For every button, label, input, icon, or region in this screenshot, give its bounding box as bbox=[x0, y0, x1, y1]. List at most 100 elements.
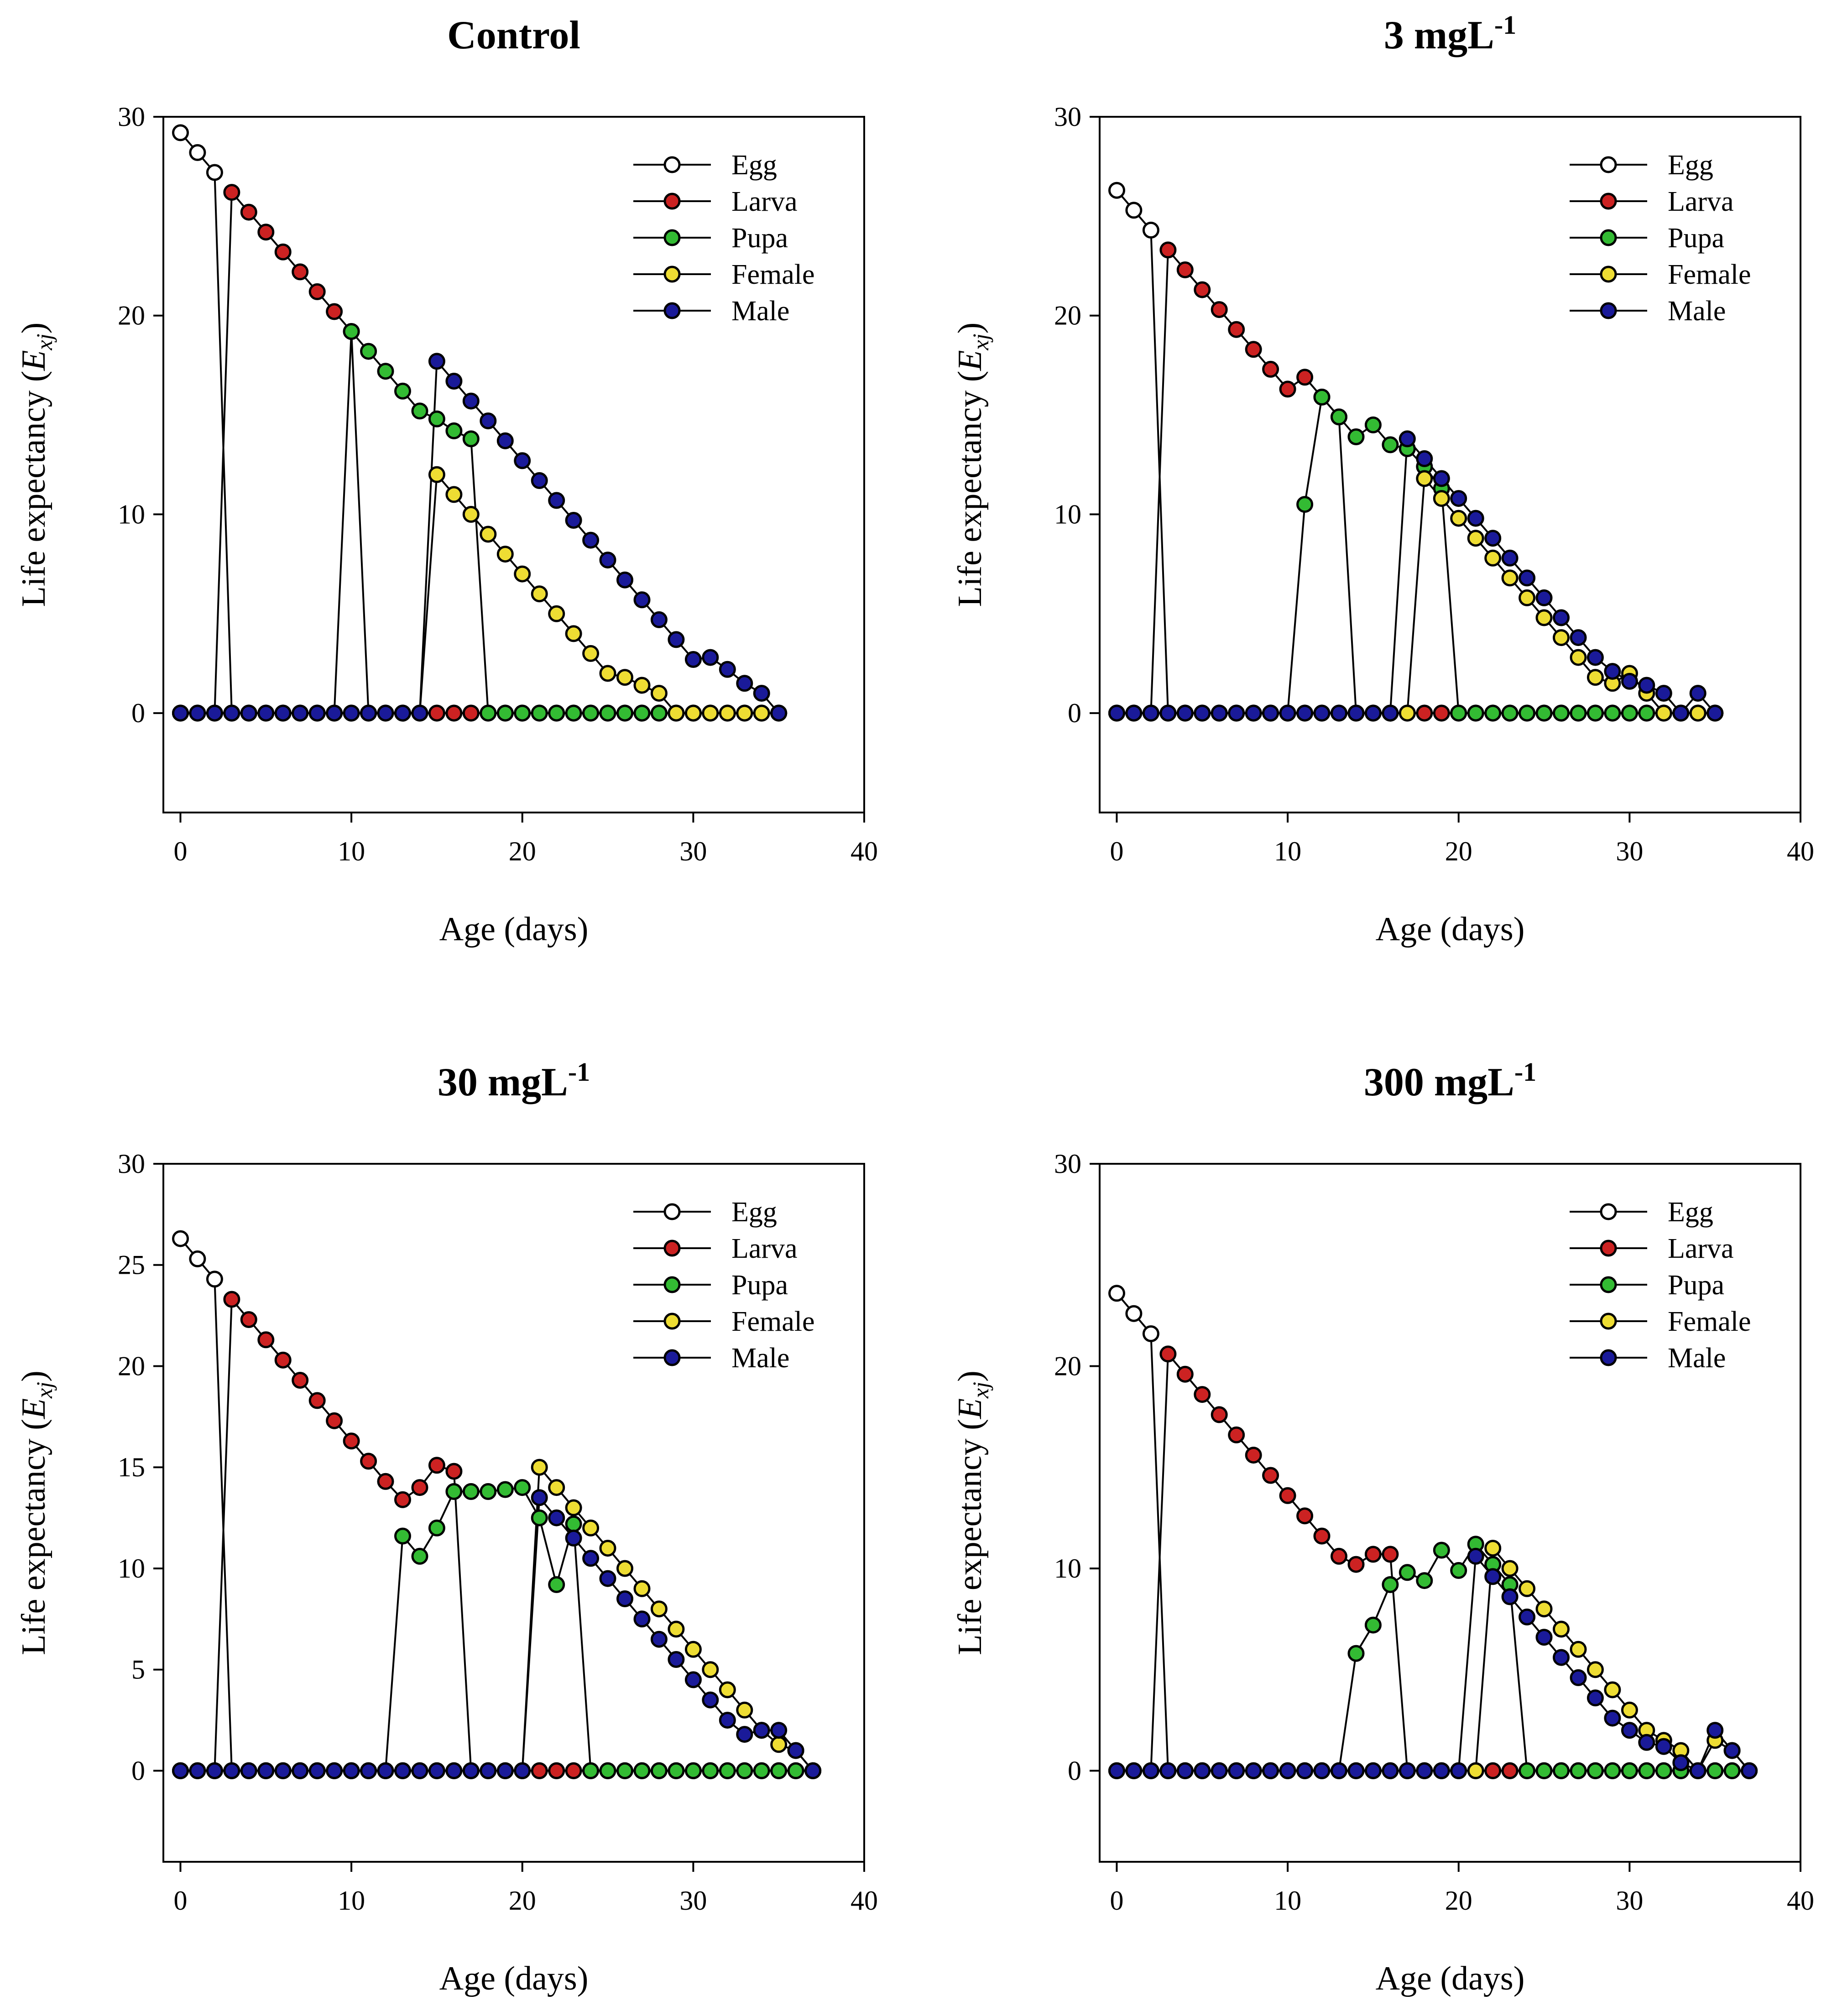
data-point-male bbox=[274, 1762, 292, 1779]
plot-frame bbox=[162, 116, 865, 813]
data-point-pupa bbox=[1519, 704, 1536, 722]
data-point-male bbox=[1279, 704, 1296, 722]
data-point-pupa bbox=[1553, 704, 1570, 722]
legend-item-egg: Egg bbox=[1570, 150, 1713, 181]
data-point-female bbox=[1586, 669, 1604, 686]
chart-title-text: 30 mgL bbox=[438, 1060, 568, 1104]
chart-title: Control bbox=[447, 13, 580, 57]
legend-label: Male bbox=[731, 1343, 789, 1374]
legend-item-pupa: Pupa bbox=[633, 223, 788, 254]
data-point-male bbox=[1672, 704, 1690, 722]
data-point-egg bbox=[1142, 221, 1159, 239]
data-point-male bbox=[633, 591, 651, 609]
legend-marker bbox=[1600, 1349, 1617, 1366]
data-point-female bbox=[582, 1519, 600, 1537]
data-point-female bbox=[719, 1681, 736, 1698]
series-line-egg bbox=[1116, 1292, 1749, 1772]
data-point-male bbox=[548, 1509, 565, 1526]
data-point-male bbox=[633, 1610, 651, 1628]
data-point-pupa bbox=[360, 343, 377, 360]
data-point-larva bbox=[1176, 261, 1194, 278]
y-axis-label: Life expectancy (Exj) bbox=[15, 323, 57, 607]
data-point-egg bbox=[1142, 1325, 1159, 1342]
data-point-larva bbox=[257, 224, 275, 241]
y-tick-label: 5 bbox=[131, 1655, 145, 1685]
data-point-female bbox=[445, 486, 463, 503]
data-point-male bbox=[377, 1762, 394, 1779]
legend-label: Larva bbox=[1668, 186, 1734, 217]
legend-label: Egg bbox=[1668, 1197, 1713, 1228]
data-point-pupa bbox=[1638, 704, 1655, 722]
series-line-pupa bbox=[180, 1486, 813, 1772]
data-point-female bbox=[1484, 1540, 1502, 1557]
data-point-male bbox=[1296, 704, 1314, 722]
data-point-pupa bbox=[1707, 1762, 1724, 1779]
data-point-male bbox=[565, 512, 582, 529]
legend: Egg Larva Pupa Female Male bbox=[633, 150, 815, 327]
data-point-pupa bbox=[565, 704, 582, 722]
data-point-pupa bbox=[650, 1762, 668, 1779]
data-point-larva bbox=[308, 283, 326, 300]
data-point-pupa bbox=[480, 1483, 497, 1500]
data-point-larva bbox=[1211, 301, 1228, 318]
chart-title-superscript: -1 bbox=[1494, 10, 1516, 40]
data-point-pupa bbox=[394, 1527, 411, 1545]
data-point-male bbox=[616, 1590, 633, 1607]
data-point-male bbox=[787, 1742, 804, 1759]
legend-marker bbox=[1600, 1276, 1617, 1293]
legend-item-larva: Larva bbox=[633, 1233, 798, 1264]
data-point-larva bbox=[1484, 1762, 1502, 1779]
data-point-male bbox=[684, 651, 702, 668]
data-point-male bbox=[753, 685, 770, 702]
data-point-female bbox=[548, 605, 565, 622]
data-point-pupa bbox=[1570, 704, 1587, 722]
legend-marker bbox=[1600, 1240, 1617, 1257]
data-point-larva bbox=[1159, 1345, 1177, 1363]
legend-item-male: Male bbox=[1570, 296, 1726, 327]
x-tick-label: 20 bbox=[1445, 836, 1472, 866]
data-point-female bbox=[616, 669, 633, 686]
legend-label: Pupa bbox=[731, 1270, 788, 1301]
data-point-pupa bbox=[753, 1762, 770, 1779]
data-point-male bbox=[1604, 1709, 1621, 1727]
data-point-pupa bbox=[599, 704, 616, 722]
data-point-male bbox=[411, 704, 428, 722]
data-point-female bbox=[480, 526, 497, 543]
legend-label: Larva bbox=[731, 1233, 798, 1264]
data-point-pupa bbox=[1382, 1576, 1399, 1593]
data-point-larva bbox=[240, 1311, 257, 1328]
x-tick-label: 0 bbox=[173, 836, 187, 866]
y-tick-label: 0 bbox=[1068, 1756, 1081, 1786]
x-tick-label: 30 bbox=[679, 836, 707, 866]
legend-item-pupa: Pupa bbox=[633, 1270, 788, 1301]
legend-label: Female bbox=[1668, 259, 1751, 290]
data-point-pupa bbox=[1382, 436, 1399, 453]
data-point-pupa bbox=[582, 704, 600, 722]
legend-marker bbox=[1600, 193, 1617, 210]
data-point-larva bbox=[1364, 1546, 1382, 1563]
legend-label: Male bbox=[1668, 1343, 1726, 1374]
legend-label: Larva bbox=[1668, 1233, 1734, 1264]
data-point-male bbox=[514, 452, 531, 469]
data-point-male bbox=[650, 1631, 668, 1648]
data-point-male bbox=[1689, 1762, 1707, 1779]
data-point-male bbox=[1245, 704, 1262, 722]
legend-label: Female bbox=[731, 259, 815, 290]
data-point-male bbox=[1262, 704, 1279, 722]
data-point-pupa bbox=[1638, 1762, 1655, 1779]
data-point-female bbox=[702, 1661, 719, 1678]
data-point-male bbox=[1484, 530, 1502, 547]
data-point-pupa bbox=[1501, 704, 1519, 722]
x-axis-label: Age (days) bbox=[439, 911, 589, 948]
data-point-male bbox=[1655, 685, 1672, 702]
data-point-female bbox=[736, 704, 753, 722]
data-point-larva bbox=[1228, 321, 1245, 338]
series-line-pupa bbox=[1117, 1543, 1749, 1772]
series-line-male bbox=[180, 1496, 814, 1772]
data-point-male bbox=[274, 704, 292, 722]
y-tick-label: 10 bbox=[1054, 1553, 1081, 1584]
data-point-male bbox=[1467, 1547, 1484, 1565]
data-point-male bbox=[1519, 569, 1536, 587]
data-point-male bbox=[1347, 1762, 1365, 1779]
